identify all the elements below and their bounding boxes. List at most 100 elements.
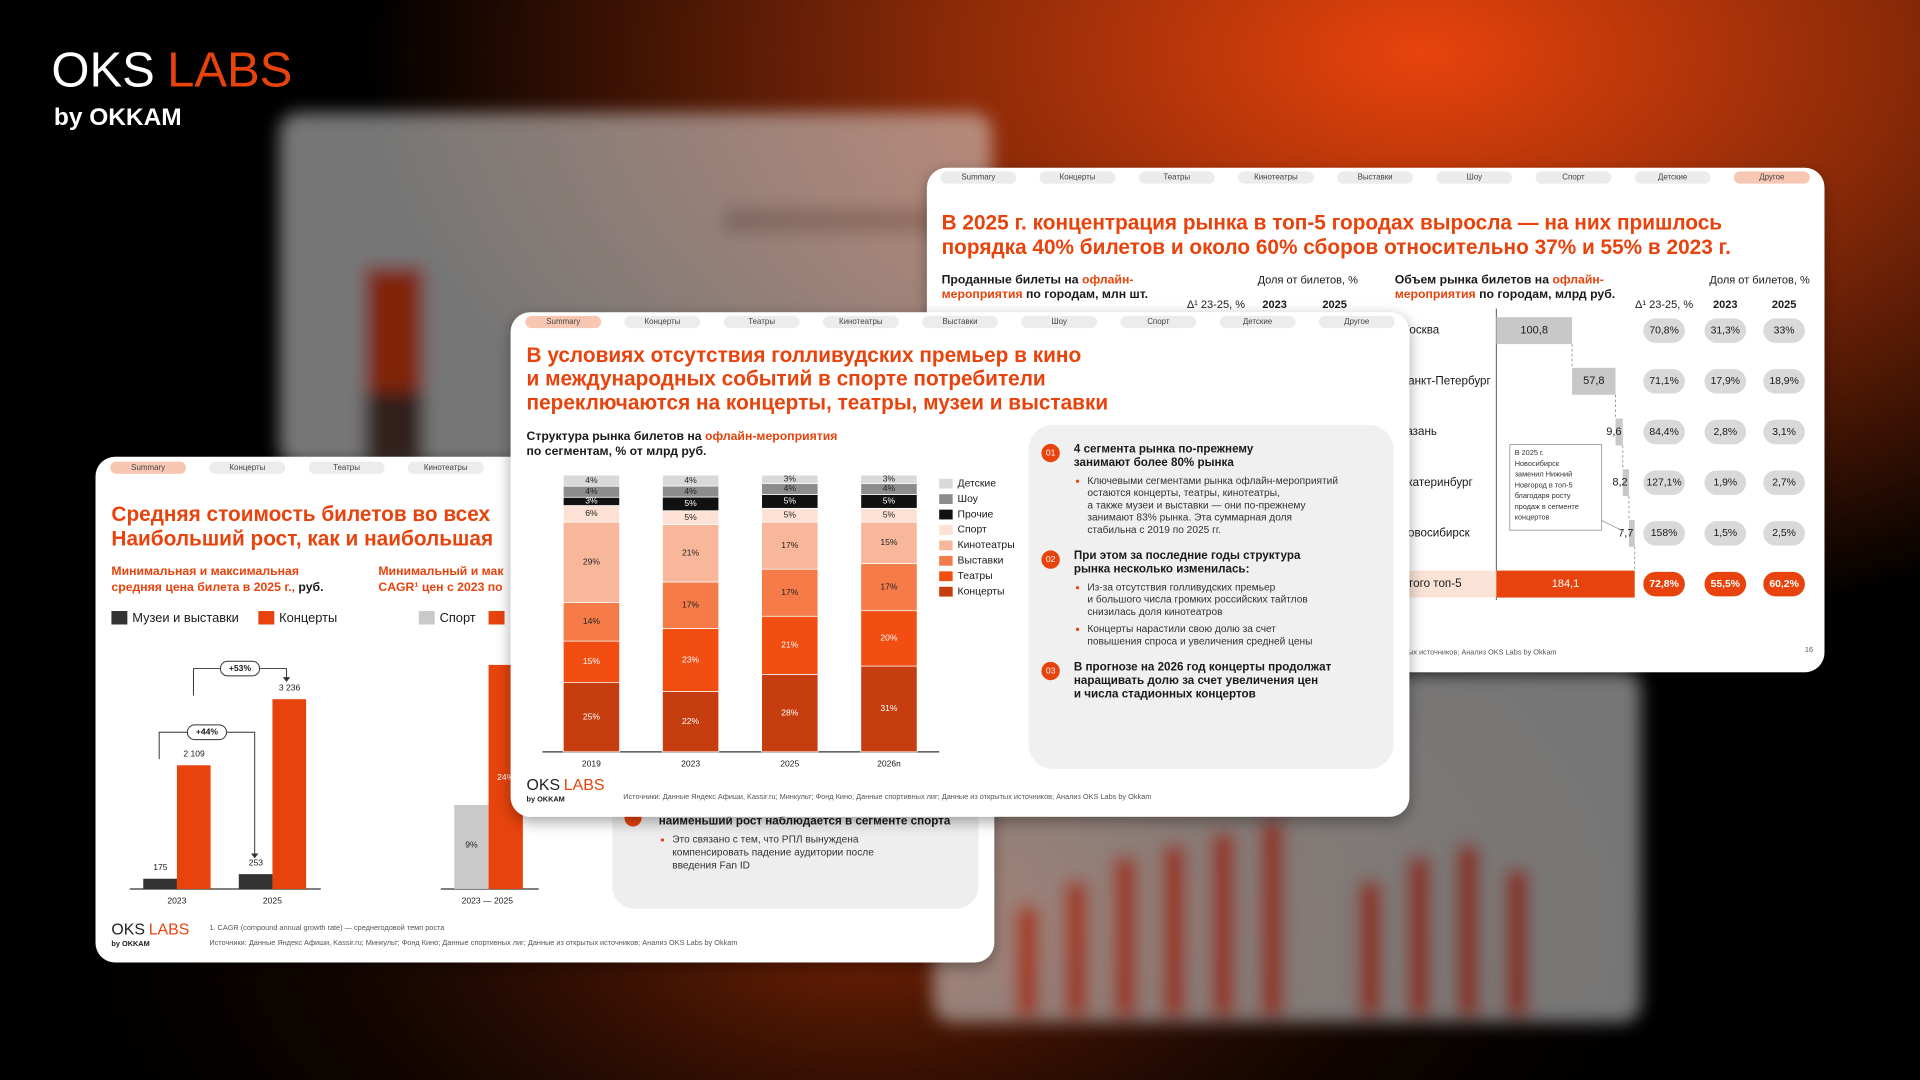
panel-header-part: по городам, млрд руб.	[1476, 287, 1616, 301]
share-pill	[1643, 419, 1685, 445]
segment-label: 6%	[585, 508, 598, 518]
tab-label: Шоу	[1466, 173, 1482, 182]
tab	[525, 315, 602, 329]
panel-header: Объем рынка билетов на офлайн-	[1395, 273, 1604, 287]
tab-label: Другое	[1344, 317, 1370, 326]
chart-subtitle: Минимальная и максимальная	[111, 564, 299, 578]
legend-swatch	[939, 478, 953, 489]
share-value: 33%	[1774, 325, 1795, 336]
value-label: 184,1	[1552, 578, 1580, 590]
column-header: Δ¹ 23-25, %	[1635, 299, 1693, 311]
note-bullet: компенсировать падение аудитории после	[672, 848, 874, 859]
logo-labs: LABS	[564, 777, 605, 794]
share-value: 72,8%	[1649, 579, 1678, 590]
legend-swatch	[111, 611, 128, 625]
arrow-head	[282, 677, 291, 683]
legend-swatch	[939, 571, 953, 582]
annotation-text: благодаря росту	[1515, 491, 1571, 500]
segment-label: 5%	[784, 496, 797, 506]
center-slide: Summary Концерты Театры Кинотеатры Выставки Ш…	[510, 312, 1410, 817]
point-number-bg	[1041, 443, 1060, 463]
segment-label: 4%	[585, 486, 598, 496]
tab	[1039, 171, 1116, 184]
tab-label: Summary	[546, 317, 580, 326]
share-pill	[1763, 470, 1805, 495]
bar-segment	[860, 563, 918, 612]
point-bullet: снизилась доля кинотеатров	[1087, 607, 1222, 618]
point-number: 03	[1046, 665, 1056, 675]
share-pill	[1763, 571, 1805, 597]
value-label: 3 236	[279, 682, 301, 692]
legend-label: Шоу	[958, 494, 979, 505]
bar-segment	[860, 521, 918, 565]
annotation-pointer	[1601, 520, 1624, 532]
column-header: Δ¹ 23-25, %	[1187, 299, 1245, 311]
legend-swatch	[258, 611, 275, 625]
annotation-text: Новгород в топ-5	[1515, 480, 1573, 489]
tab-label: Концерты	[645, 317, 681, 326]
segment-label: 17%	[781, 587, 799, 597]
point-bullet: повышения спроса и увеличения средней це…	[1087, 636, 1312, 647]
segment-label: 29%	[583, 557, 601, 567]
logo-oks: OKS	[111, 922, 145, 939]
tab-label: Шоу	[1051, 317, 1067, 326]
segment-label: 23%	[682, 654, 700, 664]
segment-label: 25%	[583, 712, 601, 722]
panel-header-part: мероприятия	[942, 287, 1023, 301]
tab-label: Детские	[1243, 317, 1273, 326]
source: Данные из открытых источников; Анализ OK…	[1347, 648, 1557, 657]
point-head: В прогнозе на 2026 год концерты продолжа…	[1074, 660, 1332, 673]
growth-label: +53%	[229, 663, 252, 673]
bar	[1622, 469, 1629, 497]
share-value: 55,5%	[1711, 579, 1740, 590]
legend-swatch	[939, 525, 953, 535]
chart-subtitle-part: офлайн-мероприятия	[705, 429, 837, 443]
page-number: 16	[1805, 645, 1813, 654]
x-tick-label: 2025	[780, 758, 799, 768]
segment-label: 4%	[784, 483, 797, 493]
bullet-dot	[1075, 627, 1080, 631]
chart-subtitle: средняя цена билета в 2025 г., руб.	[111, 580, 323, 594]
legend-swatch	[488, 611, 505, 625]
share-value: 2,5%	[1772, 528, 1796, 539]
tab	[1120, 315, 1197, 329]
share-pill	[1704, 521, 1747, 546]
tab	[308, 461, 385, 474]
share-pill	[1704, 369, 1747, 394]
bar	[454, 804, 489, 889]
share-pill	[1704, 419, 1747, 445]
tab	[624, 315, 701, 329]
bar-segment	[662, 628, 720, 692]
annotation-text: продаж в сегменте	[1515, 502, 1579, 511]
legend-label: Выставки	[958, 556, 1004, 567]
legend-label: Театры	[958, 571, 993, 582]
panel-header: мероприятия по городам, млрд руб.	[1395, 287, 1616, 301]
point-head: 4 сегмента рынка по-прежнему	[1074, 442, 1254, 455]
share-pill	[1763, 521, 1805, 546]
panel-header: мероприятия по городам, млн шт.	[942, 287, 1148, 301]
value-label: 7,7	[1618, 527, 1633, 539]
share-value: 3,1%	[1772, 427, 1796, 438]
slide-title: порядка 40% билетов и около 60% сборов о…	[942, 236, 1731, 259]
note-head: наименьший рост наблюдается в сегменте с…	[659, 815, 951, 828]
segment-label: 5%	[684, 512, 697, 522]
annotation-box	[1509, 444, 1603, 531]
tab	[940, 171, 1017, 184]
note-bullet: введения Fan ID	[672, 860, 750, 871]
logo: OKS LABS	[527, 777, 605, 794]
value-label: 100,8	[1520, 325, 1548, 337]
logo-by: by OKKAM	[111, 939, 149, 948]
segment-label: 17%	[880, 581, 898, 591]
logo-by: by OKKAM	[527, 795, 565, 804]
segment-label: 21%	[781, 640, 799, 650]
city-label: Итого топ-5	[1400, 577, 1462, 590]
chart-subtitle-part: по сегментам, % от млрд руб.	[527, 444, 707, 458]
tab	[822, 315, 899, 329]
annotation-text: Новосибирск	[1515, 459, 1560, 468]
panel-header-part: офлайн-	[1552, 273, 1603, 287]
tab-label: Выставки	[942, 317, 977, 326]
share-label: Доля от билетов, %	[1709, 274, 1810, 286]
legend-label: Кинотеатры	[958, 540, 1015, 551]
panel-header-part: Проданные билеты на	[942, 273, 1082, 287]
legend-label: Спорт	[440, 610, 476, 625]
